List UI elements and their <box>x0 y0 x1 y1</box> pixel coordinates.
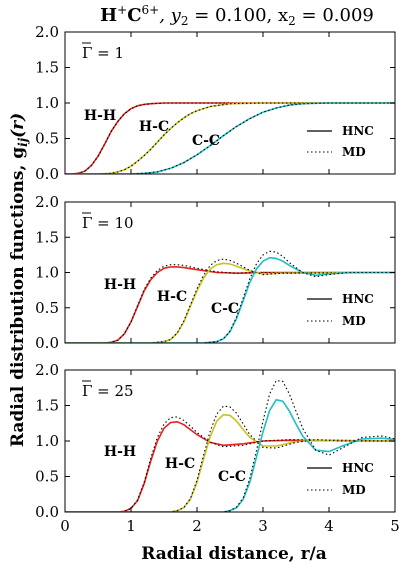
md-line-h-c <box>65 258 395 343</box>
curve-label: H-H <box>104 444 136 460</box>
y-tick-label: 0.5 <box>35 468 59 486</box>
md-line-c-c <box>65 250 395 343</box>
panel-label: Γ = 1 <box>82 44 124 62</box>
hnc-line-c-c <box>65 256 395 343</box>
curve-label: C-C <box>218 469 246 485</box>
y-tick-label: 1.5 <box>35 228 59 246</box>
panel-label: Γ = 10 <box>82 214 134 232</box>
legend-hnc-label: HNC <box>342 124 374 138</box>
y-tick-label: 1.5 <box>35 397 59 415</box>
curve-label: H-H <box>84 108 116 124</box>
curve-label: H-C <box>165 456 195 472</box>
md-line-h-c <box>65 102 395 174</box>
y-tick-label: 2.0 <box>35 193 59 211</box>
panel-label: Γ = 25 <box>82 382 134 400</box>
figure-title: H+C6+, y2 = 0.100, x2 = 0.009 <box>100 3 374 28</box>
curve-label: H-C <box>157 289 187 305</box>
legend-md-label: MD <box>342 483 366 497</box>
curves <box>65 250 395 343</box>
curves <box>65 380 395 512</box>
y-axis-label: Radial distribution functions, gij(r) <box>8 113 30 447</box>
curve-label: C-C <box>211 301 239 317</box>
y-tick-label: 0.5 <box>35 130 59 148</box>
x-tick-label: 2 <box>192 517 202 535</box>
x-tick-label: 0 <box>60 517 70 535</box>
y-tick-label: 2.0 <box>35 23 59 41</box>
panel-1: 0.0 0.5 1.0 1.5 2.0 Γ = 1 H-H H-C C-C HNC MD <box>35 23 396 183</box>
md-line-c-c <box>65 102 395 174</box>
legend-hnc-label: HNC <box>342 461 374 475</box>
panel-2: 0.0 0.5 1.0 1.5 2.0 Γ = 10 H-H H-C C-C HNC MD <box>35 193 396 352</box>
md-line-h-c <box>65 405 395 512</box>
curve-label: H-C <box>139 119 169 135</box>
y-tick-label: 1.0 <box>35 432 59 450</box>
y-tick-label: 0.0 <box>35 165 59 183</box>
y-tick-label: 0.5 <box>35 299 59 317</box>
md-line-c-c <box>65 380 395 512</box>
y-tick-label: 0.0 <box>35 334 59 352</box>
y-tick-label: 2.0 <box>35 361 59 379</box>
x-tick-label: 4 <box>324 517 334 535</box>
x-tick-label: 1 <box>126 517 136 535</box>
y-tick-label: 1.0 <box>35 94 59 112</box>
x-axis-label: Radial distance, r/a <box>141 544 327 564</box>
x-tick-label: 5 <box>390 517 400 535</box>
legend-md-label: MD <box>342 314 366 328</box>
curve-label: C-C <box>192 133 220 149</box>
y-tick-label: 0.0 <box>35 503 59 521</box>
legend-hnc-label: HNC <box>342 292 374 306</box>
curve-label: H-H <box>104 277 136 293</box>
curves <box>65 102 395 174</box>
y-tick-label: 1.0 <box>35 264 59 282</box>
md-line-h-h <box>65 102 395 174</box>
x-tick-label: 3 <box>258 517 268 535</box>
y-tick-label: 1.5 <box>35 59 59 77</box>
md-line-h-h <box>65 416 395 512</box>
panels-group: 0.0 0.5 1.0 1.5 2.0 Γ = 1 H-H H-C C-C HNC MD 0.0 0.5… <box>35 23 400 535</box>
legend-md-label: MD <box>342 145 366 159</box>
panel-3: 0.0 0.5 1.0 1.5 2.0 0 1 2 3 4 5 Γ = 25 H-H H-C C-C HNC M… <box>35 361 400 535</box>
md-line-h-h <box>65 264 395 343</box>
hnc-line-c-c <box>65 398 395 512</box>
